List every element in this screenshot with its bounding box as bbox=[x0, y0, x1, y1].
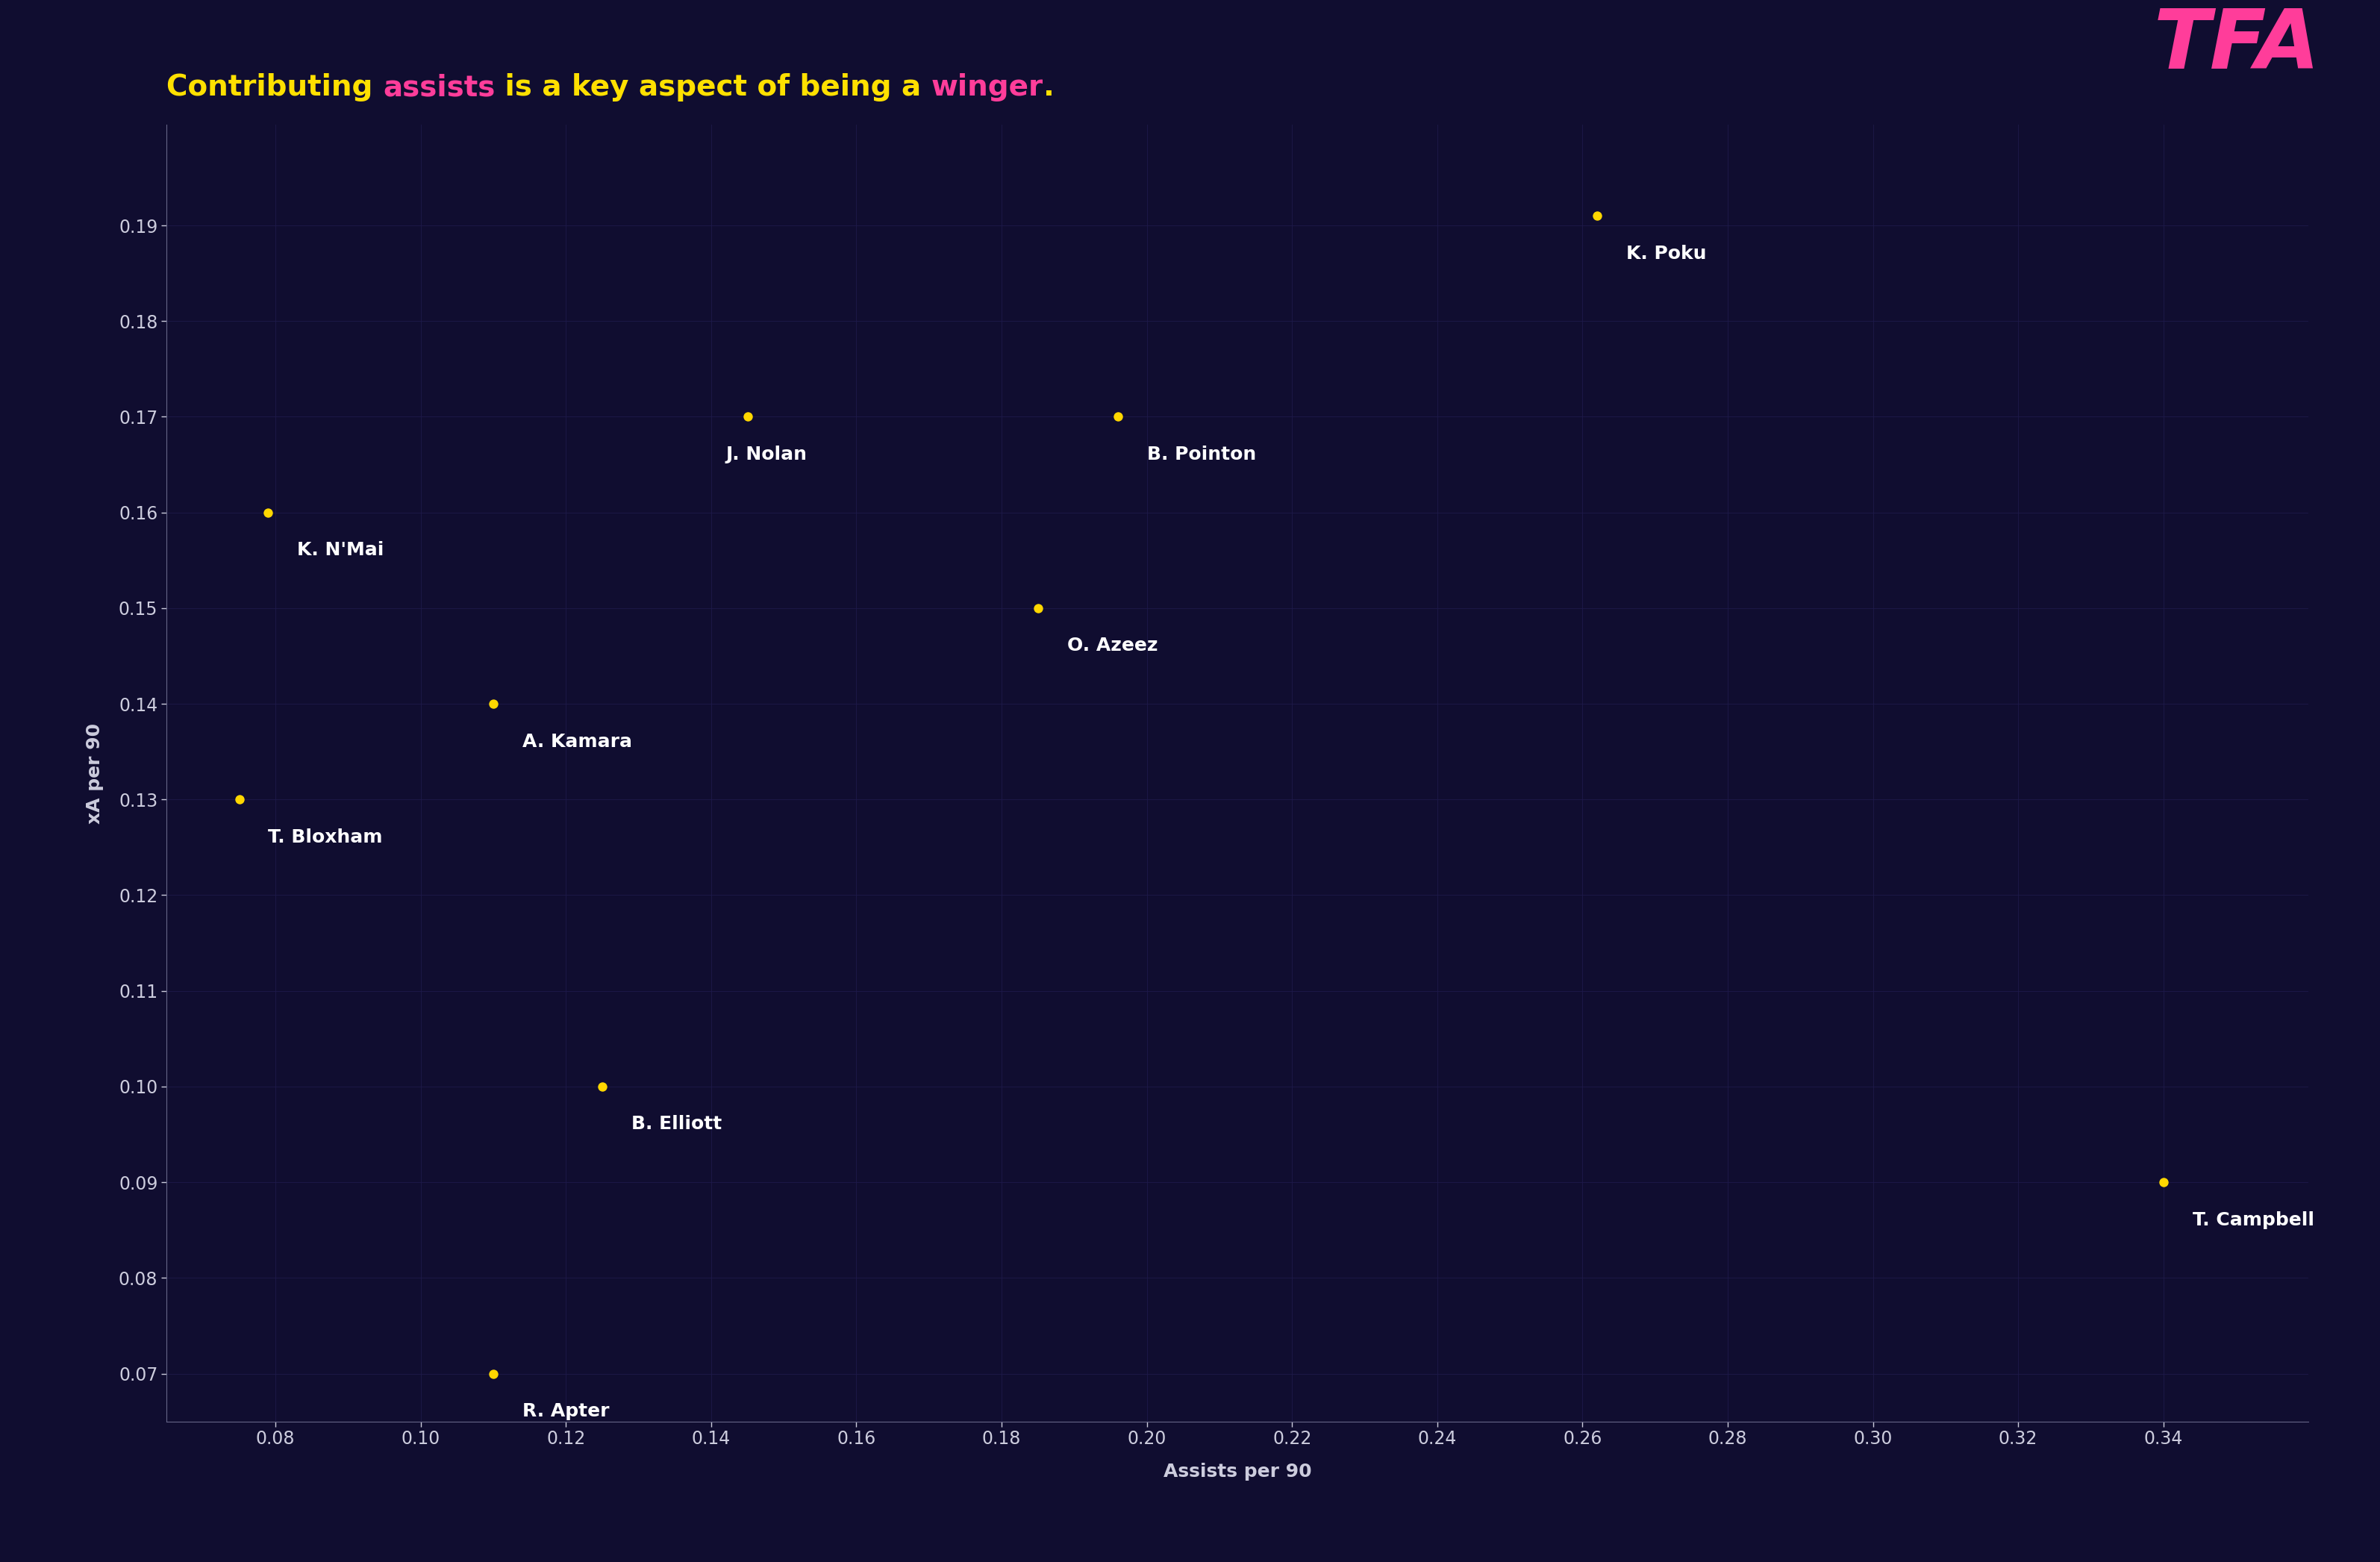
Text: is a key aspect of being a: is a key aspect of being a bbox=[495, 73, 931, 102]
Point bbox=[2144, 1170, 2182, 1195]
Point bbox=[250, 500, 288, 525]
Text: Contributing: Contributing bbox=[167, 73, 383, 102]
Text: B. Elliott: B. Elliott bbox=[631, 1115, 721, 1132]
Text: O. Azeez: O. Azeez bbox=[1066, 637, 1157, 654]
Point bbox=[221, 787, 259, 812]
X-axis label: Assists per 90: Assists per 90 bbox=[1164, 1462, 1311, 1481]
Text: K. N'Mai: K. N'Mai bbox=[298, 540, 383, 559]
Point bbox=[1019, 595, 1057, 620]
Text: TFA: TFA bbox=[2154, 6, 2320, 86]
Text: R. Apter: R. Apter bbox=[521, 1403, 609, 1420]
Point bbox=[474, 1361, 512, 1385]
Point bbox=[1578, 203, 1616, 228]
Point bbox=[1100, 405, 1138, 430]
Text: .: . bbox=[1042, 73, 1054, 102]
Text: T. Bloxham: T. Bloxham bbox=[269, 828, 383, 847]
Text: J. Nolan: J. Nolan bbox=[726, 445, 807, 464]
Text: K. Poku: K. Poku bbox=[1626, 245, 1706, 262]
Text: winger: winger bbox=[931, 73, 1042, 102]
Point bbox=[474, 692, 512, 717]
Text: assists: assists bbox=[383, 73, 495, 102]
Y-axis label: xA per 90: xA per 90 bbox=[86, 723, 105, 823]
Text: T. Campbell: T. Campbell bbox=[2192, 1211, 2313, 1229]
Point bbox=[583, 1075, 621, 1100]
Text: B. Pointon: B. Pointon bbox=[1147, 445, 1257, 464]
Text: A. Kamara: A. Kamara bbox=[521, 733, 633, 750]
Point bbox=[728, 405, 766, 430]
